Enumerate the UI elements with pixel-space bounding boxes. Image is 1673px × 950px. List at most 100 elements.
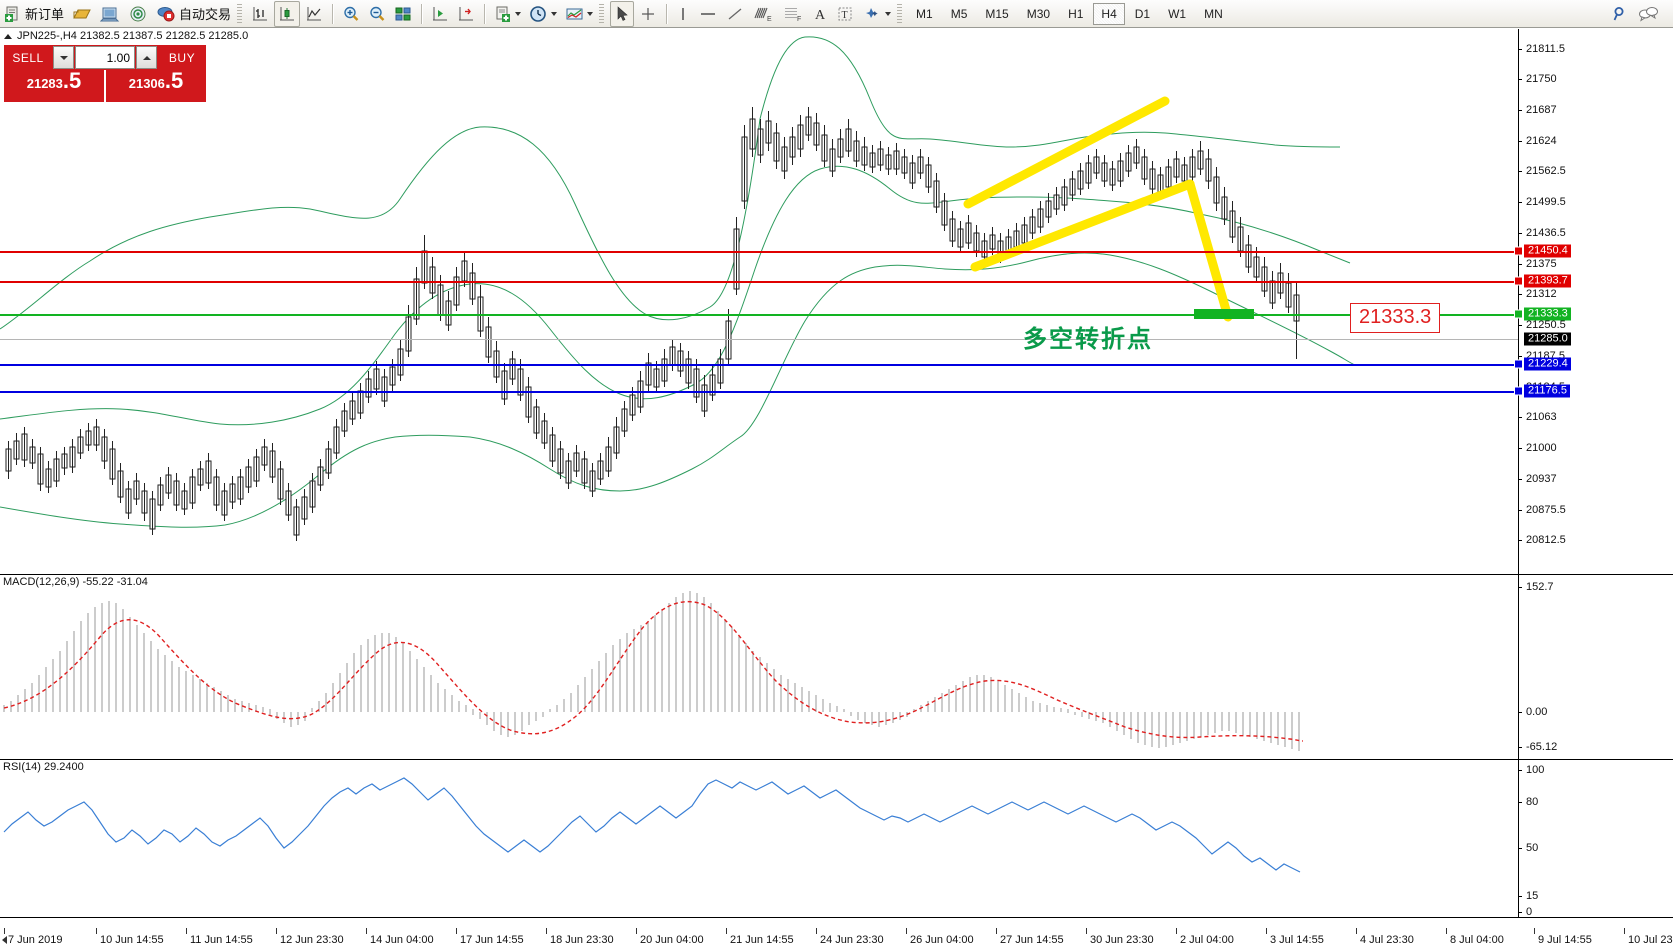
indicators-button[interactable] <box>491 2 524 26</box>
new-order-button[interactable]: 新订单 <box>1 2 67 26</box>
level-label-21176[interactable]: 21176.5 <box>1524 384 1570 398</box>
time-tick-label: 26 Jun 04:00 <box>910 934 974 946</box>
market-watch-button[interactable] <box>97 2 123 26</box>
tile-windows-button[interactable] <box>391 2 415 26</box>
shift-end-icon <box>431 5 449 23</box>
scroll-left-icon[interactable] <box>2 936 7 944</box>
timeframe-m15[interactable]: M15 <box>985 6 1009 21</box>
autotrading-button[interactable]: 自动交易 <box>153 2 234 26</box>
vertical-line-tool-button[interactable] <box>673 2 693 26</box>
buy-price-box[interactable]: 21306 . 5 <box>106 70 206 102</box>
toolbar-grip-2[interactable] <box>599 3 605 24</box>
timeframe-m30[interactable]: M30 <box>1026 6 1051 21</box>
rsi-pane[interactable]: RSI(14) 29.2400 100 80 50 15 0 <box>0 760 1673 918</box>
cursor-icon <box>614 5 630 23</box>
volume-control[interactable]: 1.00 <box>52 45 158 70</box>
trendline-tool-button[interactable] <box>723 2 747 26</box>
price-tick-label: 21436.5 <box>1526 227 1566 239</box>
level-handle-21450[interactable] <box>1514 246 1523 256</box>
timeframe-h4[interactable]: H4 <box>1093 2 1125 25</box>
level-label-21393[interactable]: 21393.7 <box>1524 274 1571 288</box>
templates-dropdown-arrow[interactable] <box>587 11 594 16</box>
shapes-tool-button[interactable] <box>859 2 894 26</box>
profiles-button[interactable] <box>69 2 95 26</box>
crosshair-tool-button[interactable] <box>636 2 660 26</box>
price-plot[interactable]: 21333.3 多空转折点 <box>0 29 1518 574</box>
price-tick-label: 21750 <box>1526 73 1557 85</box>
shapes-dropdown-arrow[interactable] <box>885 11 892 16</box>
macd-plot <box>0 575 1518 759</box>
shift-end-button[interactable] <box>428 2 452 26</box>
volume-decrease-button[interactable] <box>53 46 74 69</box>
sell-price-decimal: 5 <box>69 68 82 93</box>
price-tick-label: 21624 <box>1526 135 1557 147</box>
price-pane[interactable]: 21333.3 多空转折点 21811.5 21750 21687 21624 … <box>0 29 1673 575</box>
price-tick-label: 20875.5 <box>1526 504 1566 516</box>
bar-chart-button[interactable] <box>248 2 272 26</box>
level-handle-21229[interactable] <box>1514 359 1523 369</box>
candlestick-chart-button[interactable] <box>274 0 301 27</box>
level-handle-21333[interactable] <box>1514 309 1523 319</box>
level-handle-21393[interactable] <box>1514 276 1523 286</box>
volume-increase-button[interactable] <box>136 46 157 69</box>
level-label-21229[interactable]: 21229.4 <box>1524 357 1571 371</box>
periods-dropdown-arrow[interactable] <box>551 11 558 16</box>
elliott-wave-tool-button[interactable]: E <box>749 2 777 26</box>
templates-button[interactable] <box>562 2 596 26</box>
toolbar-grip-3[interactable] <box>897 3 903 24</box>
macd-axis-line <box>1518 575 1519 759</box>
level-handle-21176[interactable] <box>1514 386 1523 396</box>
market-watch-icon <box>100 5 120 23</box>
time-tick-label: 10 Jun 14:55 <box>100 934 164 946</box>
sell-price-box[interactable]: 21283 . 5 <box>4 70 104 102</box>
timeframe-m1[interactable]: M1 <box>916 6 933 21</box>
fibonacci-tool-button[interactable]: F <box>779 2 807 26</box>
level-line-21285-last <box>0 339 1518 340</box>
timeframe-h1[interactable]: H1 <box>1068 6 1084 21</box>
text-label-tool-button[interactable]: T <box>833 2 857 26</box>
level-line-21393[interactable] <box>0 281 1518 283</box>
price-tick-label: 21499.5 <box>1526 196 1566 208</box>
zoom-out-button[interactable] <box>365 2 389 26</box>
periods-button[interactable] <box>526 2 560 26</box>
time-tick-label: 20 Jun 04:00 <box>640 934 704 946</box>
timeframe-m5[interactable]: M5 <box>950 6 968 21</box>
new-order-label: 新订单 <box>25 7 65 22</box>
fibo-icon: F <box>782 5 804 23</box>
level-line-21450[interactable] <box>0 251 1518 253</box>
level-line-21229[interactable] <box>0 364 1518 366</box>
time-tick-label: 27 Jun 14:55 <box>1000 934 1064 946</box>
svg-text:F: F <box>797 16 801 23</box>
chart-area[interactable]: 21333.3 多空转折点 21811.5 21750 21687 21624 … <box>0 29 1673 928</box>
indicators-dropdown-arrow[interactable] <box>515 11 522 16</box>
chat-button[interactable] <box>1634 2 1662 26</box>
one-click-trading-panel[interactable]: SELL 1.00 BUY 21283 . 5 21306 . 5 <box>4 45 206 102</box>
line-chart-button[interactable] <box>302 2 326 26</box>
timeframe-d1[interactable]: D1 <box>1134 6 1151 21</box>
zoom-in-button[interactable] <box>339 2 363 26</box>
timeframe-mn[interactable]: MN <box>1204 6 1223 21</box>
buy-button[interactable]: BUY <box>158 45 206 70</box>
price-axis[interactable]: 21811.5 21750 21687 21624 21562.5 21499.… <box>1514 29 1673 574</box>
toolbar-grip-1[interactable] <box>237 3 243 24</box>
text-tool-button[interactable]: A <box>809 2 831 26</box>
chart-symbol-header: JPN225-,H4 21382.5 21387.5 21282.5 21285… <box>0 29 248 43</box>
level-label-21450[interactable]: 21450.4 <box>1524 244 1571 258</box>
navigator-button[interactable] <box>125 2 151 26</box>
level-line-21176[interactable] <box>0 391 1518 393</box>
templates-icon <box>565 5 584 23</box>
timeframe-w1[interactable]: W1 <box>1168 6 1187 21</box>
trendline-icon <box>726 5 744 23</box>
sell-button[interactable]: SELL <box>4 45 52 70</box>
cursor-tool-button[interactable] <box>610 0 635 27</box>
time-axis[interactable]: 7 Jun 2019 10 Jun 14:55 11 Jun 14:55 12 … <box>0 928 1673 950</box>
level-label-21333[interactable]: 21333.3 <box>1524 307 1571 321</box>
level-line-21333[interactable] <box>0 314 1518 316</box>
macd-pane[interactable]: MACD(12,26,9) -55.22 -31.04 <box>0 575 1673 760</box>
volume-input[interactable]: 1.00 <box>75 46 135 69</box>
chart-shift-button[interactable] <box>454 2 478 26</box>
search-button[interactable] <box>1608 2 1632 26</box>
horizontal-line-tool-button[interactable] <box>695 2 721 26</box>
drawings-svg[interactable] <box>0 29 1518 574</box>
